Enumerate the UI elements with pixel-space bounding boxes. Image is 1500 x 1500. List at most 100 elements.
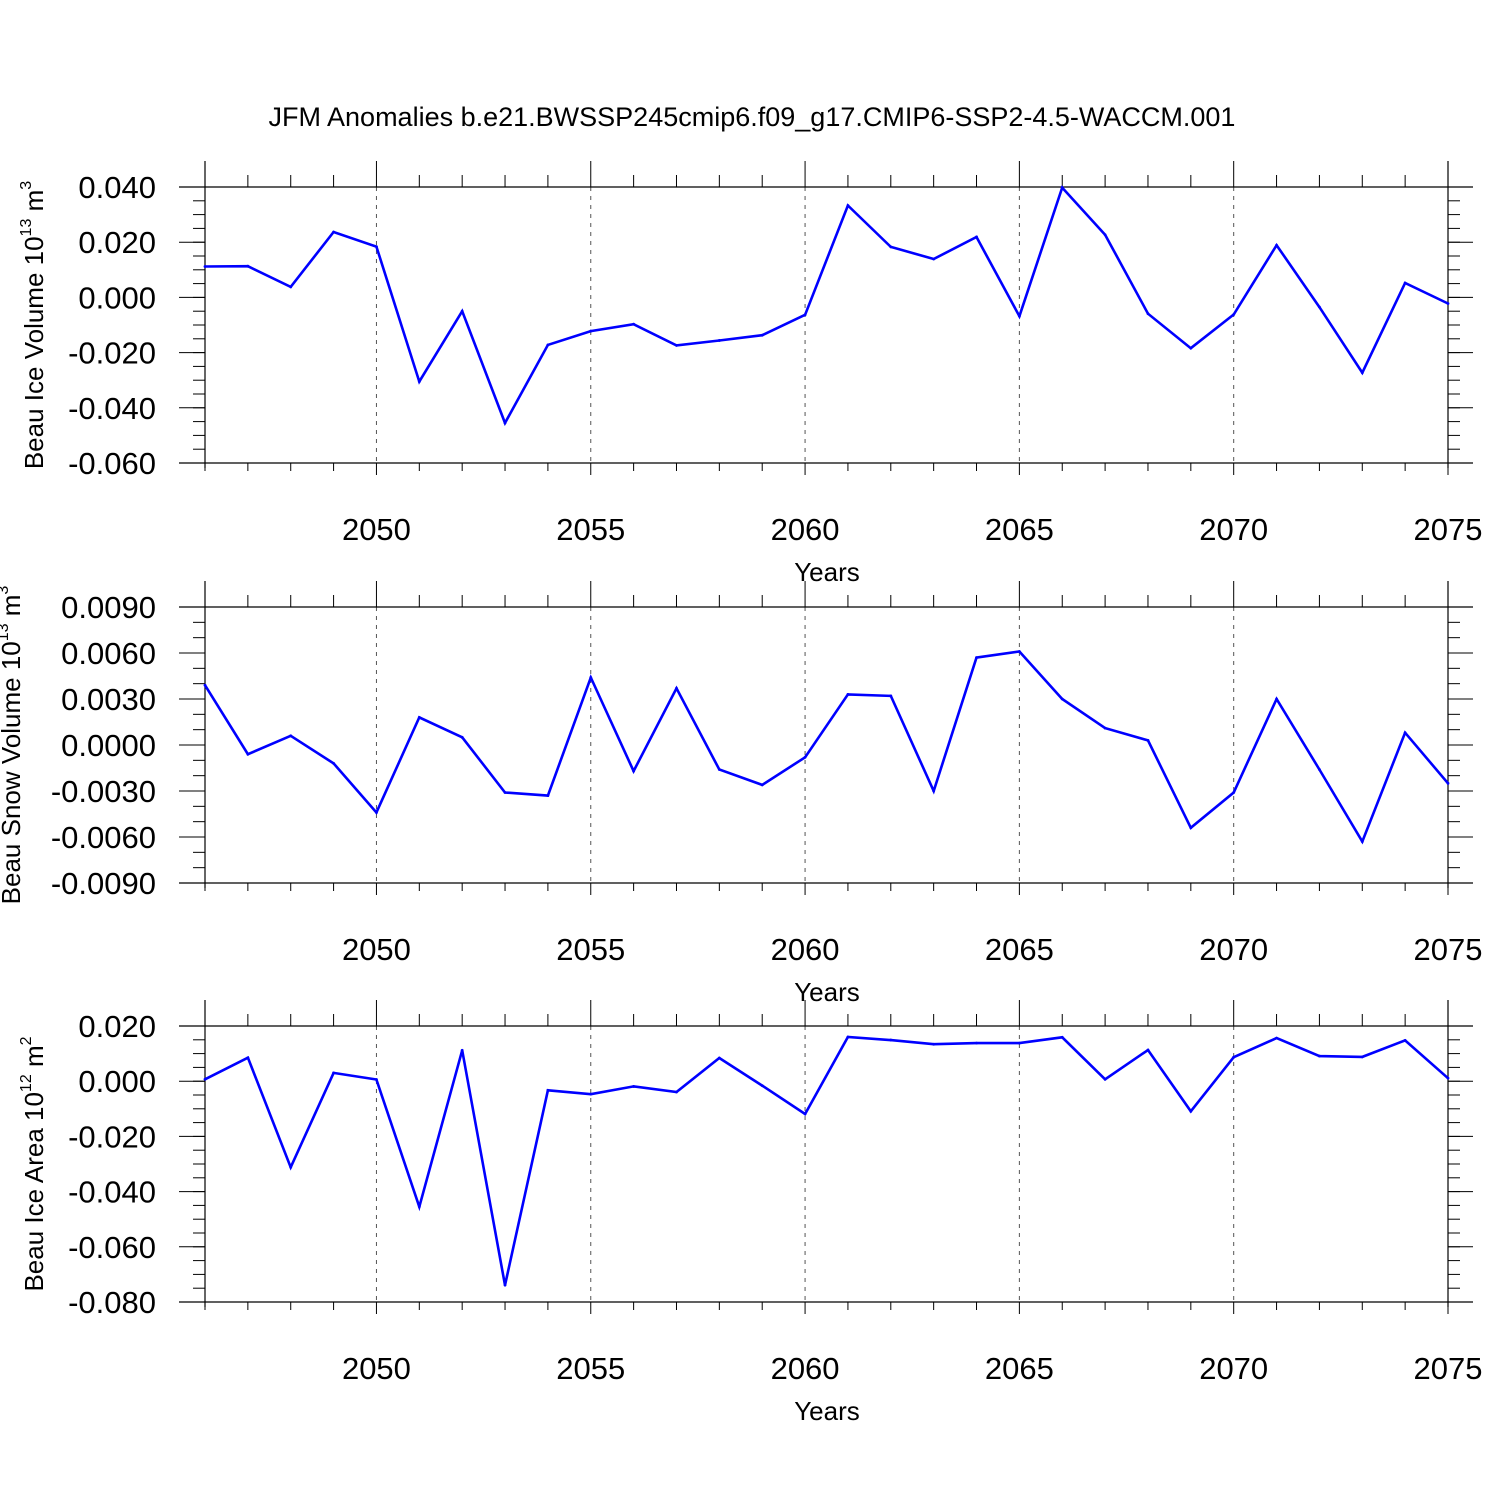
y-axis-label: Beau Snow Volume 1013 m3 [0, 586, 26, 905]
data-point [1060, 1035, 1064, 1039]
data-point [1146, 739, 1150, 742]
data-point [375, 1078, 378, 1081]
y-axis-label-exponent: 13 [18, 219, 35, 237]
x-axis-label: Years [794, 1396, 860, 1426]
data-point [717, 339, 721, 342]
y-tick-label: -0.0090 [51, 866, 156, 901]
data-point [1275, 243, 1278, 247]
data-point [932, 257, 936, 261]
y-tick-label: -0.060 [68, 1230, 156, 1265]
data-point [1360, 840, 1364, 843]
data-point [1232, 791, 1236, 794]
data-point [717, 768, 721, 771]
y-axis-label-unit: m [0, 595, 26, 624]
panel-snow-volume: -0.0090 -0.0060 -0.0030 0.0000 0.0030 0.0060 0… [0, 581, 1482, 1007]
y-axis-label-unit-exponent: 3 [18, 181, 35, 190]
data-point [717, 1056, 721, 1060]
x-tick-label: 2070 [1199, 932, 1268, 967]
data-point [1275, 697, 1278, 701]
data-point [1017, 1041, 1021, 1045]
data-point [760, 333, 764, 337]
y-tick-label: 0.040 [78, 170, 156, 205]
data-point [760, 1084, 764, 1088]
x-tick-label: 2055 [556, 512, 625, 547]
data-point [1232, 313, 1236, 316]
x-tick-label: 2065 [985, 512, 1054, 547]
y-tick-label: -0.080 [68, 1285, 156, 1320]
data-point [332, 762, 335, 765]
data-point [675, 686, 678, 690]
data-point [675, 344, 678, 347]
data-point [846, 204, 850, 207]
y-tick-label: 0.0060 [61, 636, 156, 671]
data-point [932, 1042, 936, 1046]
x-tick-label: 2070 [1199, 512, 1268, 547]
y-axis-label-unit: m [19, 190, 49, 219]
x-tick-label: 2050 [342, 932, 411, 967]
x-tick-label: 2060 [771, 932, 840, 967]
data-point [803, 755, 807, 759]
data-point [589, 1092, 593, 1096]
x-tick-label: 2060 [771, 1351, 840, 1386]
series-line-snow-volume [203, 650, 1449, 845]
data-point [203, 683, 207, 687]
y-tick-label: -0.040 [68, 391, 156, 426]
data-point [460, 309, 464, 313]
y-axis-label-exponent: 12 [18, 1074, 35, 1092]
x-axis-label: Years [794, 977, 860, 1007]
y-tick-label: -0.0060 [51, 820, 156, 855]
y-axis-label-unit-exponent: 3 [0, 586, 12, 595]
data-point [1275, 1036, 1278, 1040]
data-point [1446, 302, 1450, 305]
data-point [889, 245, 893, 249]
data-point [1360, 1055, 1364, 1059]
data-point [1403, 281, 1407, 285]
data-point [1103, 1077, 1107, 1081]
y-tick-label: 0.0090 [61, 590, 156, 625]
y-axis-label-text: Beau Ice Area 10 [19, 1092, 49, 1291]
y-axis-label-exponent: 13 [0, 623, 12, 641]
data-point [203, 1077, 207, 1081]
data-point [332, 230, 335, 234]
data-point [632, 322, 636, 326]
data-point [675, 1090, 678, 1094]
x-tick-label: 2075 [1414, 932, 1483, 967]
x-tick-label: 2060 [771, 512, 840, 547]
data-point [460, 1048, 464, 1052]
y-tick-label: 0.000 [78, 1064, 156, 1099]
data-point [760, 783, 764, 787]
data-point [246, 752, 250, 756]
data-point [375, 811, 378, 814]
data-point [503, 791, 507, 794]
data-point [1403, 731, 1407, 735]
data-point [1060, 697, 1064, 701]
data-point [1403, 1038, 1407, 1042]
data-point [632, 1085, 636, 1088]
data-point [1103, 233, 1107, 237]
data-point [975, 656, 978, 659]
data-point [203, 265, 207, 268]
data-point [1360, 371, 1364, 375]
data-point [417, 716, 421, 719]
y-tick-label: -0.020 [68, 336, 156, 371]
x-tick-label: 2050 [342, 1351, 411, 1386]
panels-group: -0.060 -0.040 -0.020 0.000 0.020 0.040 2050 205… [0, 161, 1482, 1426]
x-tick-label: 2065 [985, 1351, 1054, 1386]
data-point [1103, 726, 1107, 730]
data-point [975, 1041, 978, 1045]
data-point [503, 421, 507, 425]
y-axis-label-unit-exponent: 2 [18, 1036, 35, 1045]
data-point [1318, 768, 1321, 771]
x-tick-label: 2055 [556, 932, 625, 967]
data-point [1318, 305, 1321, 309]
data-point [1189, 1109, 1193, 1113]
data-point [289, 734, 293, 738]
y-axis-label: Beau Ice Area 1012 m2 [18, 1036, 49, 1291]
y-tick-label: 0.020 [78, 225, 156, 260]
data-point [589, 676, 593, 679]
data-point [1318, 1054, 1321, 1058]
data-point [589, 329, 593, 333]
x-tick-label: 2070 [1199, 1351, 1268, 1386]
y-tick-label: 0.000 [78, 280, 156, 315]
